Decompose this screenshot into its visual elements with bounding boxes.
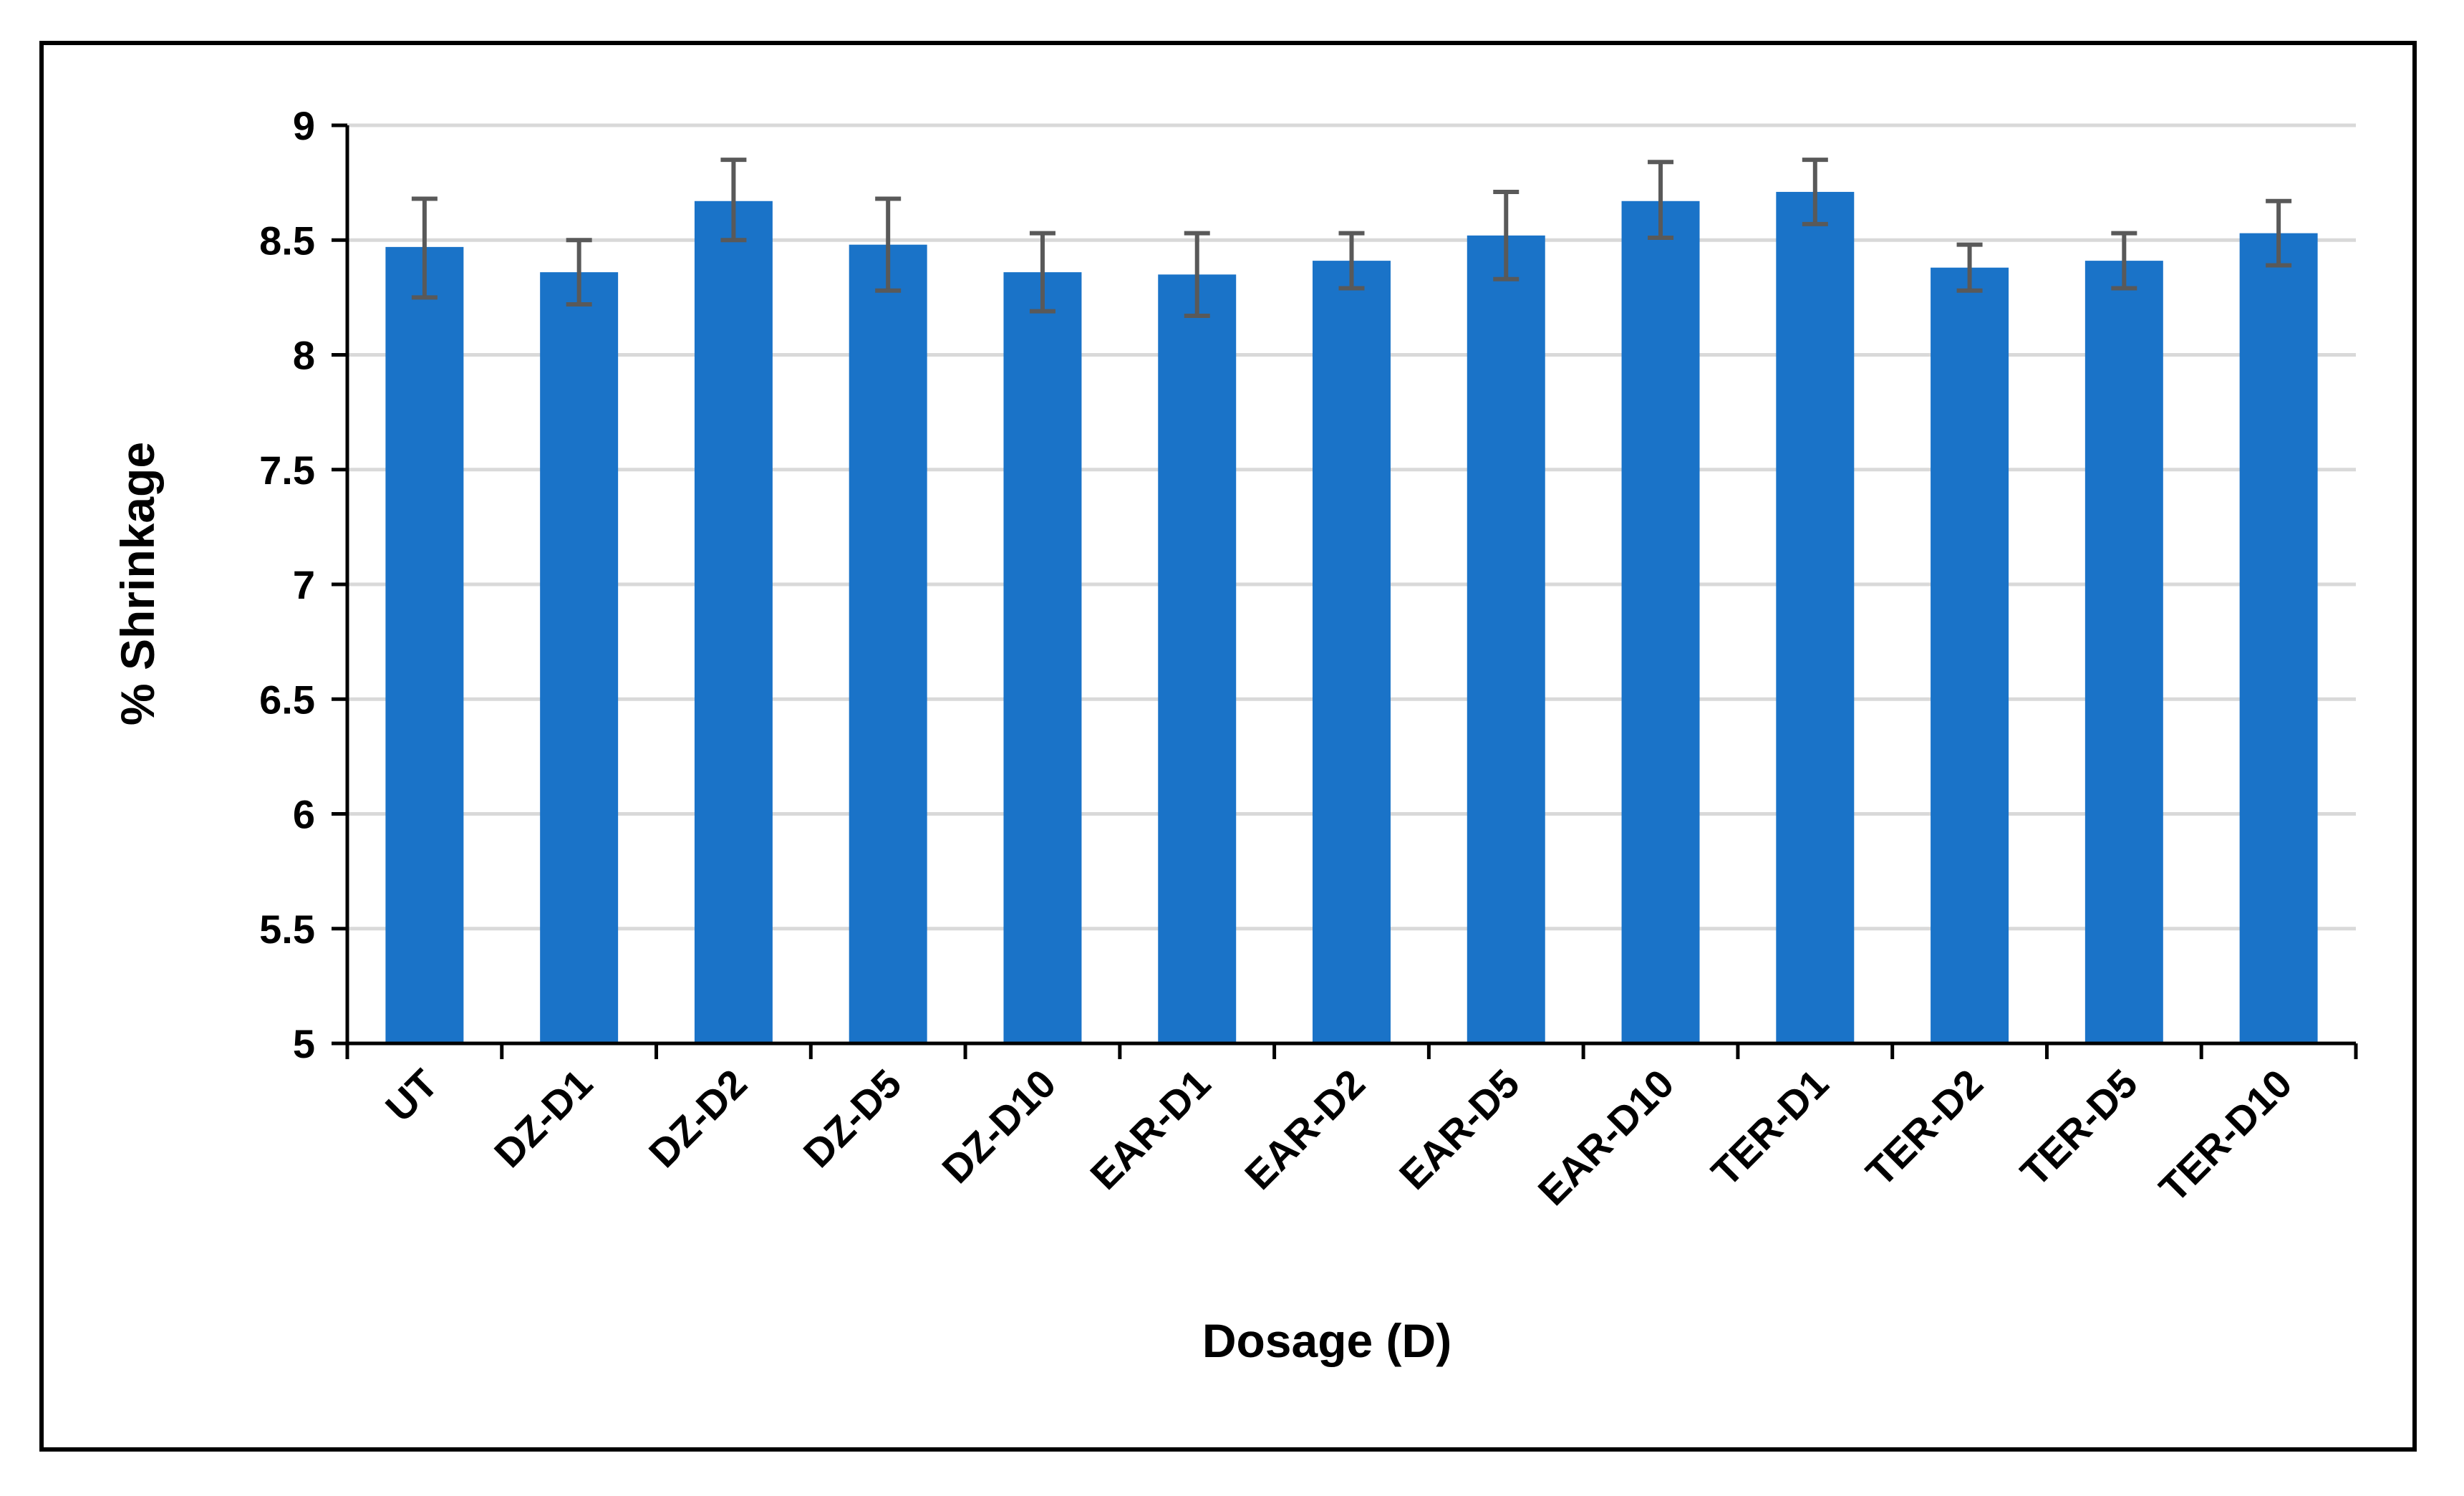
x-tick-label: EAR-D10 bbox=[1530, 1061, 1683, 1214]
bar bbox=[1621, 201, 1700, 1043]
x-tick-label: DZ-D2 bbox=[640, 1061, 755, 1176]
y-tick-label: 7.5 bbox=[259, 448, 315, 493]
x-tick-label: DZ-D5 bbox=[795, 1061, 910, 1176]
y-tick-label: 5.5 bbox=[259, 907, 315, 952]
bar bbox=[1158, 274, 1237, 1044]
bar bbox=[849, 244, 927, 1043]
bar bbox=[385, 246, 464, 1043]
error-bar bbox=[566, 238, 592, 307]
y-tick-label: 7 bbox=[293, 562, 315, 607]
bar bbox=[1313, 261, 1391, 1044]
bar bbox=[694, 201, 773, 1043]
x-tick-label: EAR-D2 bbox=[1236, 1061, 1373, 1198]
x-tick-label: TER-D2 bbox=[1857, 1061, 1992, 1195]
error-bar bbox=[720, 158, 747, 243]
error-bar bbox=[2266, 198, 2292, 268]
x-tick-label: DZ-D1 bbox=[485, 1061, 601, 1176]
bar bbox=[1003, 272, 1082, 1043]
y-tick-label: 9 bbox=[293, 103, 315, 148]
error-bar bbox=[1956, 242, 1983, 293]
x-axis-title: Dosage (D) bbox=[1202, 1314, 1451, 1367]
y-tick-label: 6 bbox=[293, 792, 315, 837]
y-axis-title: % Shrinkage bbox=[111, 442, 164, 725]
y-tick-label: 8.5 bbox=[259, 218, 315, 263]
x-tick-label: TER-D10 bbox=[2150, 1061, 2301, 1211]
y-tick-label: 8 bbox=[293, 333, 315, 378]
x-tick-labels: UT DZ-D1 DZ-D2 DZ-D5 DZ-D10 EAR-D1 EAR-D2 EAR-D… bbox=[377, 1061, 2301, 1214]
x-tick-label: TER-D1 bbox=[1703, 1061, 1837, 1195]
error-bar bbox=[411, 196, 438, 300]
error-bar bbox=[1184, 231, 1210, 319]
error-bar bbox=[1338, 231, 1365, 291]
error-bar bbox=[1802, 158, 1828, 226]
bar bbox=[1931, 267, 2009, 1044]
axes bbox=[332, 123, 2358, 1059]
bar bbox=[2239, 233, 2318, 1043]
error-bar bbox=[875, 196, 902, 293]
y-tick-label: 6.5 bbox=[259, 677, 315, 722]
x-tick-label: UT bbox=[377, 1061, 446, 1130]
error-bar bbox=[1648, 160, 1674, 241]
bar bbox=[540, 272, 619, 1043]
y-tick-labels: 5 5.5 6 6.5 7 7.5 8 8.5 9 bbox=[259, 103, 315, 1066]
error-bar bbox=[1493, 189, 1520, 281]
x-tick-label: EAR-D5 bbox=[1391, 1061, 1528, 1198]
bars bbox=[385, 191, 2318, 1044]
bar bbox=[1776, 191, 1855, 1043]
error-bar bbox=[1029, 231, 1055, 314]
bar bbox=[2084, 261, 2163, 1044]
x-tick-label: TER-D5 bbox=[2011, 1061, 2146, 1195]
error-bars bbox=[411, 158, 2292, 319]
error-bar bbox=[2111, 231, 2137, 291]
x-tick-label: EAR-D1 bbox=[1081, 1061, 1219, 1198]
bar bbox=[1467, 235, 1545, 1044]
y-tick-label: 5 bbox=[293, 1021, 315, 1066]
x-tick-label: DZ-D10 bbox=[933, 1061, 1064, 1192]
